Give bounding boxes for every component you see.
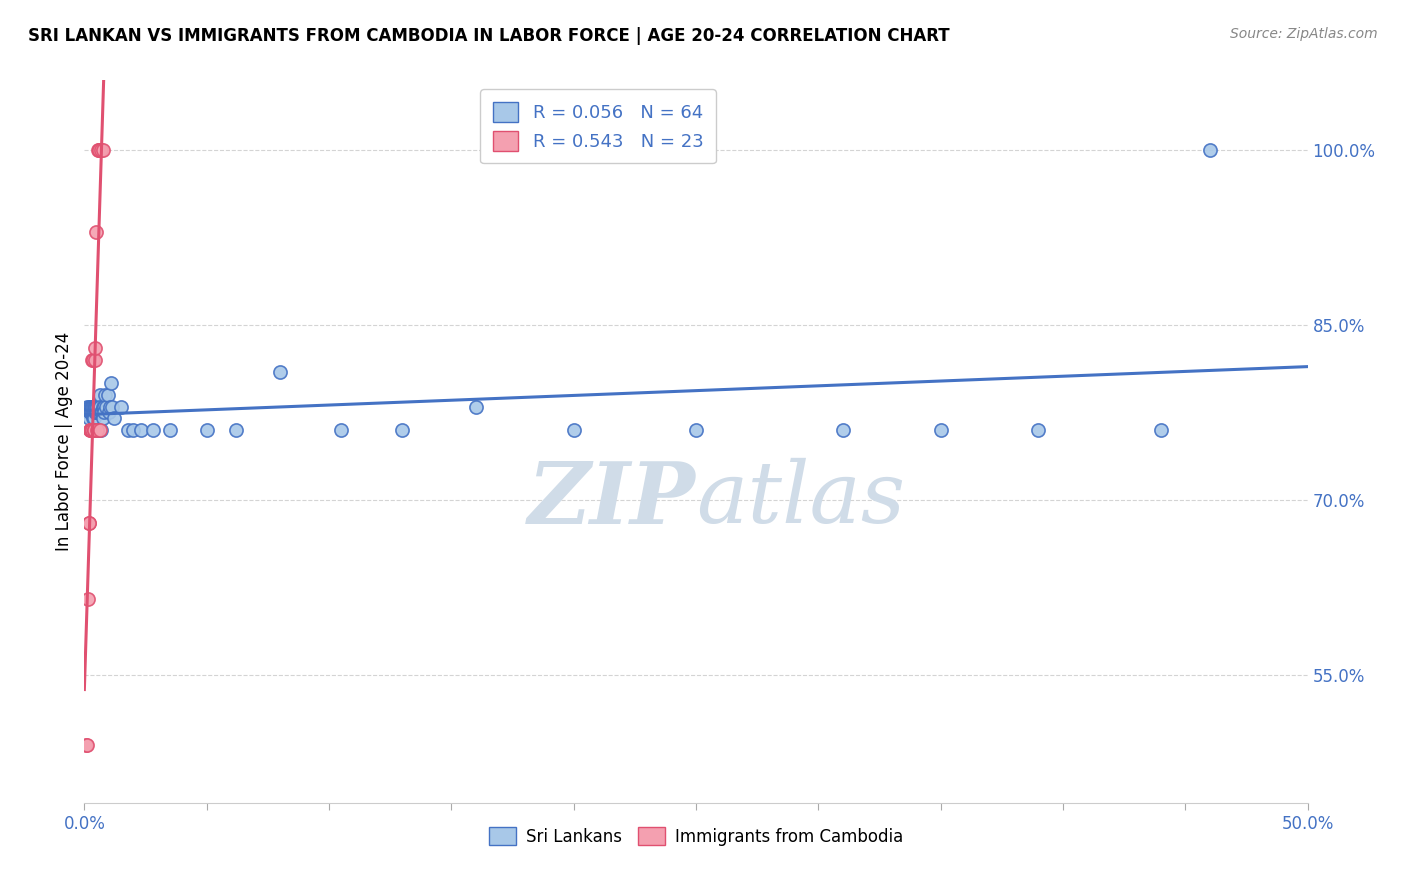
- Point: [195, 423, 218, 437]
- Point: [90, 143, 112, 157]
- Point: [84, 400, 107, 414]
- Point: [330, 423, 353, 437]
- Point: [129, 423, 152, 437]
- Point: [91, 400, 114, 414]
- Point: [77, 411, 100, 425]
- Point: [83, 405, 105, 419]
- Point: [101, 400, 124, 414]
- Point: [269, 365, 291, 379]
- Point: [117, 423, 139, 437]
- Point: [77, 516, 100, 530]
- Point: [84, 341, 107, 355]
- Point: [391, 423, 413, 437]
- Point: [562, 423, 585, 437]
- Point: [110, 400, 132, 414]
- Point: [83, 423, 105, 437]
- Point: [77, 405, 100, 419]
- Point: [89, 423, 111, 437]
- Point: [82, 353, 104, 368]
- Point: [76, 738, 98, 752]
- Point: [1150, 423, 1173, 437]
- Point: [79, 423, 101, 437]
- Point: [77, 591, 100, 606]
- Point: [83, 400, 105, 414]
- Point: [98, 400, 121, 414]
- Text: ZIP: ZIP: [529, 458, 696, 541]
- Point: [87, 143, 110, 157]
- Point: [97, 388, 120, 402]
- Point: [82, 411, 104, 425]
- Point: [87, 400, 110, 414]
- Point: [89, 400, 111, 414]
- Point: [122, 423, 145, 437]
- Point: [90, 423, 112, 437]
- Point: [79, 405, 101, 419]
- Point: [225, 423, 247, 437]
- Point: [94, 388, 117, 402]
- Point: [1198, 143, 1220, 157]
- Point: [84, 405, 107, 419]
- Point: [80, 405, 103, 419]
- Point: [79, 423, 101, 437]
- Point: [91, 405, 114, 419]
- Point: [87, 405, 110, 419]
- Point: [86, 423, 108, 437]
- Point: [93, 411, 115, 425]
- Point: [83, 411, 105, 425]
- Point: [83, 405, 105, 419]
- Point: [1028, 423, 1050, 437]
- Point: [80, 400, 103, 414]
- Point: [831, 423, 853, 437]
- Y-axis label: In Labor Force | Age 20-24: In Labor Force | Age 20-24: [55, 332, 73, 551]
- Point: [84, 400, 107, 414]
- Point: [87, 143, 110, 157]
- Point: [83, 423, 105, 437]
- Point: [464, 400, 486, 414]
- Point: [83, 353, 105, 368]
- Point: [82, 405, 104, 419]
- Point: [80, 423, 103, 437]
- Point: [82, 405, 104, 419]
- Text: atlas: atlas: [696, 458, 905, 541]
- Point: [929, 423, 952, 437]
- Legend: Sri Lankans, Immigrants from Cambodia: Sri Lankans, Immigrants from Cambodia: [482, 821, 910, 852]
- Point: [84, 225, 107, 239]
- Point: [89, 388, 111, 402]
- Point: [77, 516, 100, 530]
- Point: [93, 400, 115, 414]
- Point: [93, 405, 115, 419]
- Point: [103, 411, 125, 425]
- Point: [159, 423, 181, 437]
- Point: [87, 423, 110, 437]
- Point: [82, 400, 104, 414]
- Point: [86, 405, 108, 419]
- Point: [685, 423, 707, 437]
- Point: [83, 400, 105, 414]
- Point: [96, 400, 118, 414]
- Point: [76, 400, 98, 414]
- Point: [80, 400, 103, 414]
- Text: Source: ZipAtlas.com: Source: ZipAtlas.com: [1230, 27, 1378, 41]
- Point: [87, 143, 110, 157]
- Point: [90, 405, 112, 419]
- Point: [82, 353, 104, 368]
- Point: [79, 400, 101, 414]
- Point: [82, 400, 104, 414]
- Point: [75, 738, 97, 752]
- Point: [86, 400, 108, 414]
- Point: [80, 423, 103, 437]
- Point: [142, 423, 165, 437]
- Text: SRI LANKAN VS IMMIGRANTS FROM CAMBODIA IN LABOR FORCE | AGE 20-24 CORRELATION CH: SRI LANKAN VS IMMIGRANTS FROM CAMBODIA I…: [28, 27, 949, 45]
- Point: [91, 143, 114, 157]
- Point: [77, 400, 100, 414]
- Point: [79, 405, 101, 419]
- Point: [97, 405, 120, 419]
- Point: [100, 376, 122, 391]
